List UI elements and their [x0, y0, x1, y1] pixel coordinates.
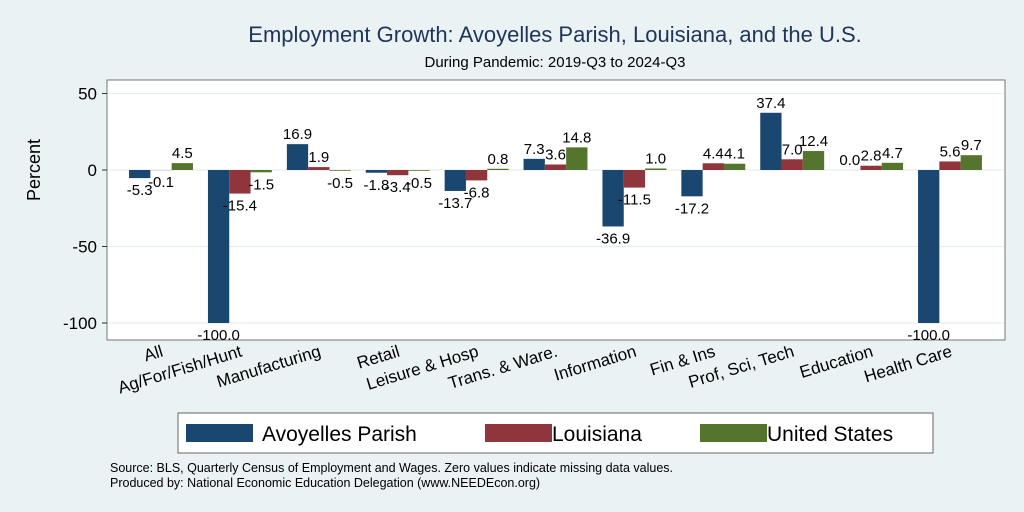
data-label: -36.9 [596, 230, 630, 247]
data-label: 7.3 [524, 141, 545, 158]
data-label: -13.7 [438, 195, 472, 212]
data-label: -1.5 [248, 176, 274, 193]
bar-avoyelles-parish [286, 144, 309, 170]
bar-avoyelles-parish [681, 170, 703, 197]
data-label: 16.9 [283, 126, 312, 143]
data-label: 0.8 [487, 151, 508, 168]
legend-label: United States [767, 423, 893, 446]
data-label: 4.4 [703, 145, 724, 162]
source-note: Source: BLS, Quarterly Census of Employm… [110, 461, 673, 475]
bar-avoyelles-parish [918, 170, 940, 323]
bar-louisiana [387, 170, 409, 176]
bar-louisiana [229, 170, 251, 194]
y-tick-label: 0 [88, 161, 97, 180]
legend-swatch [700, 424, 767, 442]
y-tick-label: -50 [72, 238, 97, 257]
bar-avoyelles-parish [760, 112, 782, 170]
data-label: -17.2 [675, 200, 709, 217]
data-label: 37.4 [756, 95, 785, 112]
bar-united-states [171, 163, 193, 170]
data-label: -5.3 [127, 182, 153, 199]
legend: Avoyelles Parish Louisiana United States [177, 412, 934, 454]
bar-louisiana [544, 164, 567, 170]
bar-avoyelles-parish [444, 170, 466, 191]
data-label: -11.5 [618, 192, 651, 209]
data-label: 4.1 [724, 146, 745, 163]
data-label: 7.0 [782, 141, 803, 158]
bar-united-states [329, 170, 351, 171]
bar-louisiana [465, 170, 488, 181]
data-label: -100.0 [907, 327, 950, 344]
data-label: 1.9 [308, 149, 329, 166]
bar-louisiana [702, 163, 724, 170]
data-label: 1.0 [645, 150, 666, 167]
data-label: 3.6 [545, 146, 566, 163]
x-tick-label: Information [552, 342, 639, 385]
bar-louisiana [939, 161, 961, 170]
producer-note: Produced by: National Economic Education… [110, 476, 540, 490]
bar-united-states [802, 151, 825, 170]
data-label: -15.4 [223, 198, 257, 215]
legend-label: Louisiana [552, 423, 642, 446]
bar-avoyelles-parish [523, 158, 545, 170]
data-label: -100.0 [197, 327, 240, 344]
bar-united-states [881, 162, 904, 170]
bar-united-states [487, 168, 509, 170]
bar-avoyelles-parish [207, 170, 230, 323]
bar-united-states [250, 170, 272, 173]
y-tick-label: 50 [78, 85, 97, 104]
data-label: -1.8 [363, 177, 389, 194]
data-label: 14.8 [562, 129, 591, 146]
bar-avoyelles-parish [602, 170, 624, 227]
chart-subtitle: During Pandemic: 2019-Q3 to 2024-Q3 [425, 54, 686, 71]
data-label: 4.5 [172, 145, 193, 162]
x-tick-label: Health Care [862, 342, 954, 387]
y-axis-label: Percent [24, 139, 44, 201]
bar-united-states [960, 155, 982, 170]
data-label: 5.6 [940, 143, 961, 160]
data-label: -6.8 [464, 184, 490, 201]
legend-swatch [485, 424, 552, 442]
bar-united-states [723, 163, 746, 170]
x-tick-label: All [142, 342, 166, 366]
bar-united-states [566, 147, 588, 170]
bar-louisiana [781, 159, 803, 170]
bar-louisiana [860, 165, 882, 170]
data-label: 2.8 [861, 148, 882, 165]
legend-swatch [186, 424, 253, 442]
data-label: 4.7 [882, 145, 903, 162]
bar-avoyelles-parish [129, 170, 151, 179]
data-label: 9.7 [961, 137, 982, 154]
data-label: -0.1 [148, 174, 174, 191]
data-label: -3.4 [385, 179, 411, 196]
bar-united-states [408, 170, 430, 171]
bar-avoyelles-parish [365, 170, 388, 173]
chart-title: Employment Growth: Avoyelles Parish, Lou… [248, 22, 861, 47]
bar-louisiana [308, 167, 330, 170]
data-label: -0.5 [327, 175, 353, 192]
y-tick-label: -100 [63, 314, 97, 333]
bar-louisiana [623, 170, 646, 188]
bar-united-states [645, 168, 667, 170]
data-label: -0.5 [406, 175, 432, 192]
data-label: 12.4 [799, 133, 828, 150]
plot-area [106, 79, 1006, 341]
data-label: 0.0 [839, 152, 860, 169]
legend-label: Avoyelles Parish [262, 423, 417, 446]
